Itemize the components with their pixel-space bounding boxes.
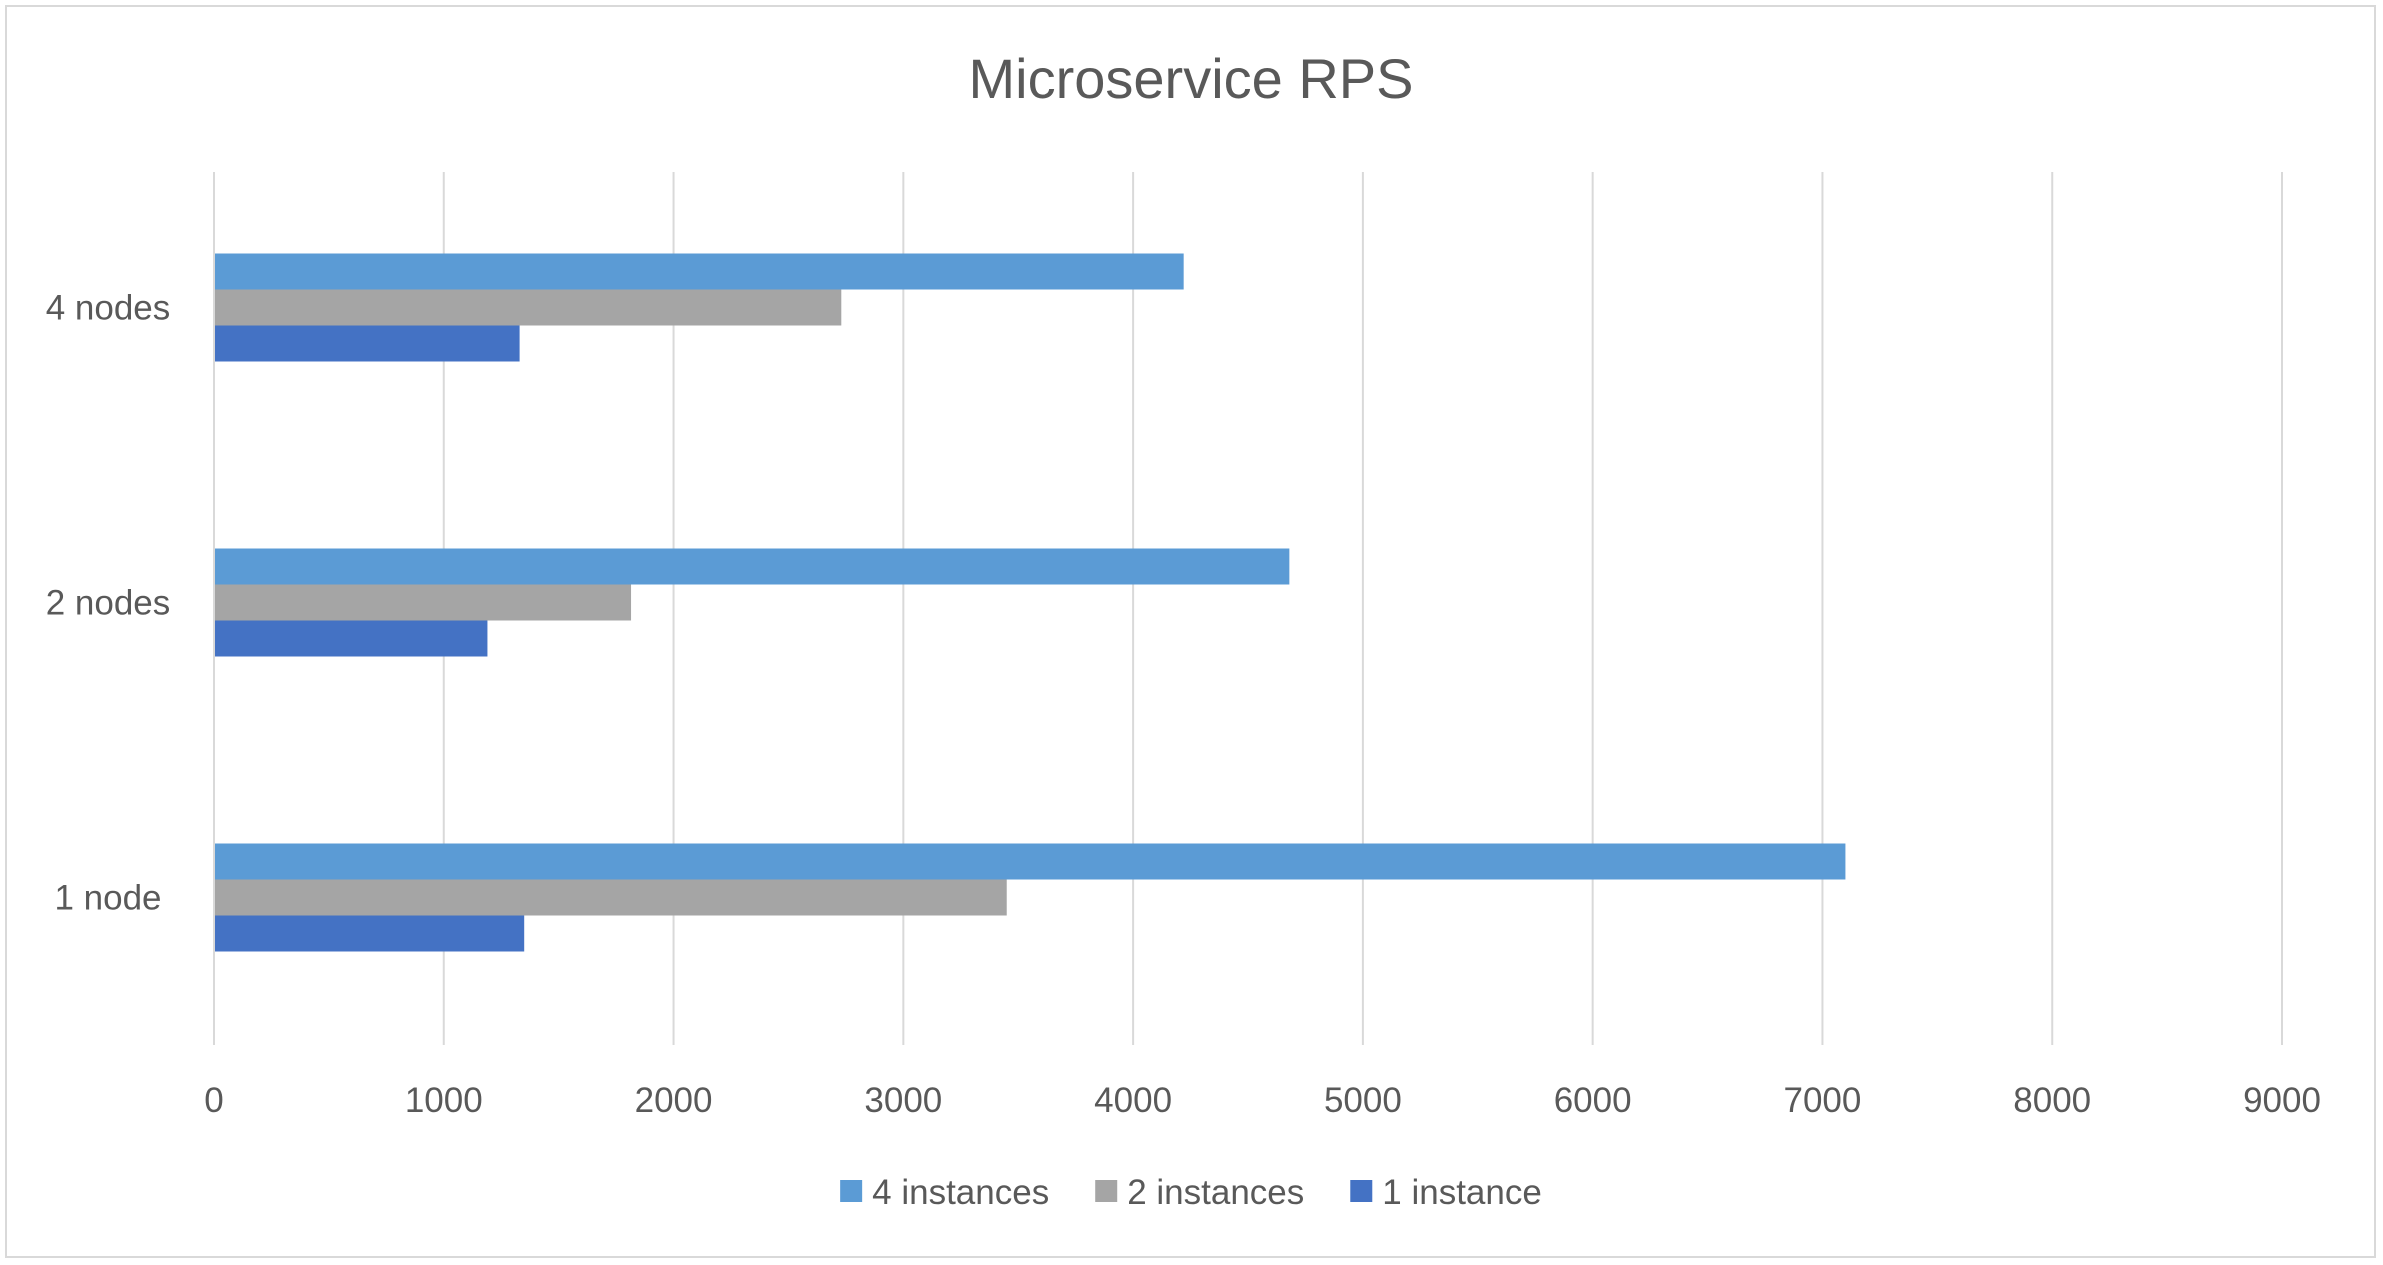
legend-swatch xyxy=(840,1180,863,1202)
legend-swatch xyxy=(1095,1180,1118,1202)
x-tick-label: 6000 xyxy=(1554,1081,1632,1120)
x-tick-label: 3000 xyxy=(864,1081,942,1120)
bar-2-instances-4-nodes xyxy=(214,289,842,326)
bar-4-instances-2-nodes xyxy=(214,548,1290,585)
bar-2-instances-2-nodes xyxy=(214,584,632,621)
y-category-label: 2 nodes xyxy=(46,584,171,623)
x-tick-label: 7000 xyxy=(1784,1081,1862,1120)
legend-label: 4 instances xyxy=(872,1173,1049,1212)
x-tick-label: 8000 xyxy=(2013,1081,2091,1120)
x-tick-label: 0 xyxy=(204,1081,223,1120)
bar-1-instance-4-nodes xyxy=(214,325,520,362)
y-category-label: 1 node xyxy=(54,879,161,918)
bar-2-instances-1-node xyxy=(214,879,1007,916)
x-tick-label: 4000 xyxy=(1094,1081,1172,1120)
x-tick-label: 9000 xyxy=(2243,1081,2321,1120)
bar-4-instances-4-nodes xyxy=(214,253,1184,290)
legend-item-2-instances: 2 instances xyxy=(1095,1173,1304,1212)
axes: 0 1000 2000 3000 4000 5000 6000 7000 8000 9000 1 n… xyxy=(46,172,2321,1120)
legend-swatch xyxy=(1350,1180,1373,1202)
legend-label: 1 instance xyxy=(1382,1173,1542,1212)
bar-1-instance-2-nodes xyxy=(214,620,488,657)
legend: 4 instances 2 instances 1 instance xyxy=(840,1173,1542,1212)
legend-label: 2 instances xyxy=(1127,1173,1304,1212)
bars xyxy=(214,253,1846,952)
x-tick-label: 5000 xyxy=(1324,1081,1402,1120)
x-tick-label: 2000 xyxy=(635,1081,713,1120)
chart-title: Microservice RPS xyxy=(969,47,1414,110)
bar-4-instances-1-node xyxy=(214,843,1846,880)
x-tick-label: 1000 xyxy=(405,1081,483,1120)
legend-item-4-instances: 4 instances xyxy=(840,1173,1049,1212)
bar-1-instance-1-node xyxy=(214,915,525,952)
y-category-label: 4 nodes xyxy=(46,289,171,328)
legend-item-1-instance: 1 instance xyxy=(1350,1173,1542,1212)
